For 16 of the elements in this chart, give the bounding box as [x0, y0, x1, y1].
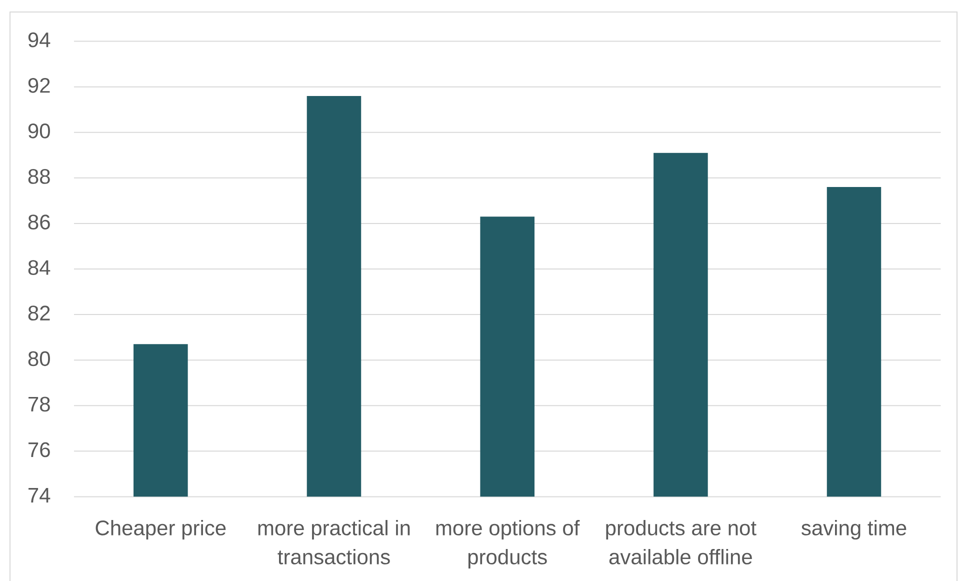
y-tick-label: 74 — [28, 488, 50, 502]
y-tick-label: 82 — [28, 306, 50, 321]
x-tick-label: products are not available offline — [606, 520, 756, 564]
y-tick-label: 76 — [28, 442, 50, 458]
y-tick-label: 78 — [28, 396, 50, 412]
y-tick-label: 88 — [28, 169, 50, 184]
y-tick-label: 94 — [28, 32, 50, 48]
x-tick-label: saving time — [802, 520, 906, 540]
y-tick-label: 80 — [28, 351, 50, 366]
x-tick-label: more practical in transactions — [258, 520, 410, 564]
x-tick-label: Cheaper price — [96, 520, 226, 540]
y-tick-label: 90 — [28, 124, 50, 138]
x-tick-label: more options of products — [436, 520, 580, 569]
y-tick-label: 86 — [28, 214, 50, 230]
y-tick-label: 92 — [28, 78, 50, 93]
y-tick-label: 84 — [28, 260, 50, 275]
